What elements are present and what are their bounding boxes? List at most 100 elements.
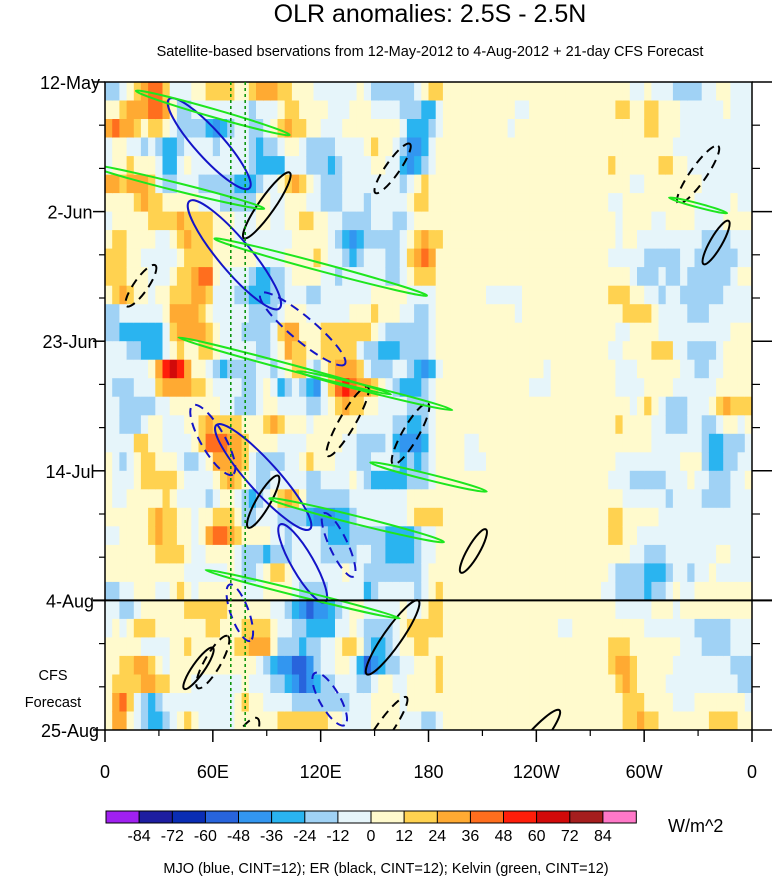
- heat-cell: [119, 341, 128, 361]
- heat-cell: [378, 82, 386, 102]
- heat-cell: [694, 581, 703, 601]
- heat-cell: [637, 618, 645, 638]
- heat-cell: [234, 211, 243, 231]
- heat-cell: [191, 563, 200, 583]
- heat-cell: [421, 507, 430, 527]
- heat-cell: [478, 285, 487, 305]
- heat-cell: [565, 378, 573, 398]
- heat-cell: [277, 674, 286, 694]
- heat-cell: [392, 119, 401, 139]
- heat-cell: [220, 507, 228, 527]
- heat-cell: [723, 248, 731, 268]
- heat-cell: [421, 433, 430, 453]
- heat-cell: [313, 563, 322, 583]
- heat-cell: [522, 693, 530, 713]
- heat-cell: [608, 396, 616, 416]
- heat-cell: [184, 618, 192, 638]
- heat-cell: [579, 378, 588, 398]
- heat-cell: [198, 100, 207, 120]
- heat-cell: [716, 415, 724, 435]
- heat-cell: [565, 711, 573, 730]
- heat-cell: [105, 156, 113, 176]
- heat-cell: [306, 100, 315, 120]
- heat-cell: [486, 507, 494, 527]
- heat-cell: [442, 489, 451, 509]
- heat-cell: [694, 452, 703, 472]
- heat-cell: [399, 693, 408, 713]
- heat-cell: [356, 174, 365, 194]
- heat-cell: [148, 248, 156, 268]
- heat-cell: [342, 618, 350, 638]
- heat-cell: [478, 82, 487, 102]
- heat-cell: [543, 267, 552, 287]
- heat-cell: [680, 137, 688, 157]
- heat-cell: [299, 637, 307, 657]
- heat-cell: [220, 581, 228, 601]
- heat-cell: [327, 267, 336, 287]
- heat-cell: [579, 100, 588, 120]
- heat-cell: [629, 489, 638, 509]
- heat-cell: [263, 507, 271, 527]
- heat-cell: [428, 618, 437, 638]
- heat-cell: [227, 507, 235, 527]
- heat-cell: [356, 285, 365, 305]
- heat-cell: [241, 544, 250, 564]
- heat-cell: [349, 82, 358, 102]
- heat-cell: [442, 100, 451, 120]
- heat-cell: [730, 674, 739, 694]
- heat-cell: [637, 211, 645, 231]
- heat-cell: [435, 600, 444, 620]
- heat-cell: [241, 507, 250, 527]
- heat-cell: [378, 230, 386, 250]
- heat-cell: [414, 119, 422, 139]
- heat-cell: [162, 581, 171, 601]
- heat-cell: [464, 470, 473, 490]
- heat-cell: [701, 544, 710, 564]
- heat-cell: [428, 322, 437, 342]
- heat-cell: [672, 267, 681, 287]
- heat-cell: [694, 637, 703, 657]
- heat-cell: [622, 341, 631, 361]
- heat-cell: [708, 526, 717, 546]
- heat-cell: [126, 693, 135, 713]
- heat-cell: [723, 378, 731, 398]
- heat-cell: [198, 82, 207, 102]
- heat-cell: [291, 230, 300, 250]
- heat-cell: [629, 267, 638, 287]
- heat-cell: [586, 452, 595, 472]
- heat-cell: [457, 489, 466, 509]
- heat-cell: [385, 655, 394, 675]
- heat-cell: [270, 470, 279, 490]
- heat-cell: [464, 137, 473, 157]
- heat-cell: [385, 581, 394, 601]
- heat-cell: [212, 211, 221, 231]
- heat-cell: [687, 322, 696, 342]
- heat-cell: [464, 248, 473, 268]
- heat-cell: [450, 359, 458, 379]
- heat-cell: [543, 637, 552, 657]
- heat-cell: [435, 82, 444, 102]
- heat-cell: [500, 600, 509, 620]
- heat-cell: [198, 470, 207, 490]
- heat-cell: [421, 637, 430, 657]
- heat-cell: [557, 563, 566, 583]
- colorbar-tick-label: -12: [326, 828, 349, 845]
- heat-cell: [442, 618, 451, 638]
- heat-cell: [529, 489, 537, 509]
- heat-cell: [586, 693, 595, 713]
- heat-cell: [644, 526, 652, 546]
- heat-cell: [464, 526, 473, 546]
- heat-cell: [234, 285, 243, 305]
- heat-cell: [644, 285, 652, 305]
- heat-cell: [665, 248, 674, 268]
- heat-cell: [320, 285, 329, 305]
- heat-cell: [342, 489, 350, 509]
- heat-cell: [349, 100, 358, 120]
- heat-cell: [176, 156, 185, 176]
- heat-cell: [608, 433, 616, 453]
- heat-cell: [708, 119, 717, 139]
- heat-cell: [126, 304, 135, 324]
- heat-cell: [385, 322, 394, 342]
- heat-cell: [601, 248, 609, 268]
- heat-cell: [112, 470, 120, 490]
